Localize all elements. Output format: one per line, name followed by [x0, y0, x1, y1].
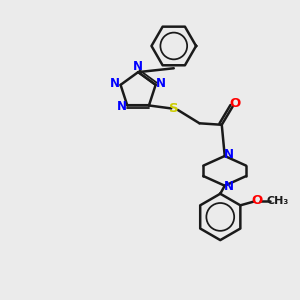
Text: N: N: [224, 148, 234, 161]
Text: N: N: [133, 60, 143, 73]
Text: O: O: [230, 98, 241, 110]
Text: CH₃: CH₃: [266, 196, 289, 206]
Text: N: N: [110, 77, 120, 90]
Text: O: O: [251, 194, 262, 207]
Text: S: S: [169, 102, 179, 115]
Text: N: N: [117, 100, 127, 113]
Text: N: N: [224, 180, 234, 194]
Text: N: N: [156, 77, 166, 90]
